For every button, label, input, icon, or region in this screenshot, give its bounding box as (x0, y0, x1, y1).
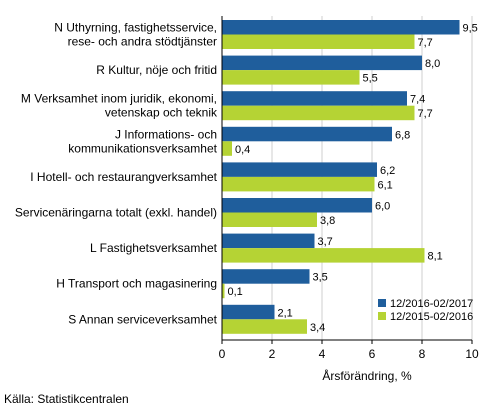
x-tick-label: 10 (465, 347, 479, 361)
bar-series-1 (222, 126, 392, 142)
legend-label: 12/2016-02/2017 (390, 298, 473, 310)
category-label: kommunikationsverksamhet (68, 141, 217, 155)
bar-series-1 (222, 20, 460, 35)
category-label: Servicenäringarna totalt (exkl. handel) (15, 206, 217, 220)
category-label: S Annan serviceverksamhet (68, 312, 217, 326)
source-note: Källa: Statistikcentralen (4, 392, 129, 406)
bar-series-2 (222, 141, 232, 156)
data-label: 7,7 (418, 37, 433, 49)
bar-series-2 (222, 34, 415, 49)
category-label: N Uthyrning, fastighetsservice, (54, 21, 217, 35)
data-label: 3,8 (320, 215, 335, 227)
legend-swatch (378, 299, 386, 307)
legend-swatch (378, 312, 386, 320)
data-label: 5,5 (363, 73, 378, 85)
data-label: 2,1 (278, 307, 293, 319)
category-labels: N Uthyrning, fastighetsservice,rese- och… (15, 21, 218, 327)
bar-series-2 (222, 248, 425, 263)
x-tick-label: 2 (269, 347, 276, 361)
x-tick-label: 0 (219, 347, 226, 361)
category-label: L Fastighetsverksamhet (90, 241, 218, 255)
data-label: 0,4 (235, 144, 250, 156)
bar-series-1 (222, 233, 315, 249)
bar-series-2 (222, 319, 307, 334)
bar-series-2 (222, 105, 415, 121)
category-label: M Verksamhet inom juridik, ekonomi, (21, 92, 217, 106)
category-label: H Transport och magasinering (56, 277, 217, 291)
data-label: 6,2 (380, 165, 395, 177)
x-axis-title: Årsförändring, % (322, 368, 412, 383)
data-label: 6,8 (395, 129, 410, 141)
data-label: 3,5 (313, 272, 328, 284)
data-label: 8,1 (428, 251, 443, 263)
data-label: 7,7 (418, 108, 433, 120)
data-label: 6,0 (375, 201, 390, 213)
legend-label: 12/2015-02/2016 (390, 311, 473, 323)
data-label: 3,4 (310, 322, 325, 334)
category-label: J Informations- och (115, 127, 217, 141)
bar-series-2 (222, 283, 225, 299)
data-label: 6,1 (378, 179, 393, 191)
bar-series-1 (222, 304, 275, 320)
bar-series-1 (222, 91, 407, 106)
data-label: 8,0 (425, 58, 440, 70)
category-label: rese- och andra stödtjänster (68, 35, 217, 49)
data-label: 3,7 (318, 236, 333, 248)
bar-series-2 (222, 212, 317, 227)
data-label: 0,1 (228, 286, 243, 298)
bar-series-1 (222, 162, 377, 177)
data-label: 9,5 (463, 23, 478, 35)
bars (222, 20, 460, 334)
bar-series-2 (222, 176, 375, 192)
category-label: I Hotell- och restaurangverksamhet (30, 170, 217, 184)
bar-series-2 (222, 70, 360, 85)
data-labels: 9,5 7,7 8,0 5,5 7,4 7,7 6,8 0,4 6,2 6,1 6,0 3,8 3,7 8… (228, 23, 478, 334)
bar-series-1 (222, 198, 372, 213)
category-label: R Kultur, nöje och fritid (96, 63, 217, 77)
category-label: vetenskap och teknik (105, 106, 218, 120)
x-tick-label: 8 (419, 347, 426, 361)
x-tick-label: 4 (319, 347, 326, 361)
x-axis: 0 2 4 6 8 10 (219, 16, 479, 361)
x-tick-label: 6 (369, 347, 376, 361)
data-label: 7,4 (410, 94, 425, 106)
bar-series-1 (222, 269, 310, 284)
bar-series-1 (222, 55, 422, 71)
